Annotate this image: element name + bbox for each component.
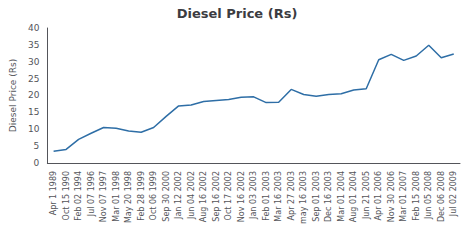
svg-text:Feb 28 1999: Feb 28 1999 — [137, 171, 146, 221]
svg-text:Feb 02 1994: Feb 02 1994 — [74, 171, 83, 221]
svg-text:Nov 07 1997: Nov 07 1997 — [99, 171, 108, 222]
svg-text:Dec 16 2003: Dec 16 2003 — [324, 171, 333, 222]
svg-text:Apr 27 2003: Apr 27 2003 — [287, 171, 296, 220]
svg-text:30: 30 — [28, 57, 40, 67]
svg-text:Dec 06 2008: Dec 06 2008 — [437, 171, 446, 222]
svg-text:Jan 03 2003: Jan 03 2003 — [249, 171, 258, 220]
svg-text:15: 15 — [28, 107, 39, 117]
svg-text:Aug 01 2004: Aug 01 2004 — [349, 171, 358, 222]
svg-text:Oct 15 1990: Oct 15 1990 — [62, 171, 71, 220]
svg-text:Feb 15 2008: Feb 15 2008 — [412, 171, 421, 221]
svg-text:0: 0 — [34, 158, 40, 168]
svg-text:Jun 04 2002: Jun 04 2002 — [187, 171, 196, 220]
svg-text:may 16 2003: may 16 2003 — [299, 171, 308, 224]
svg-text:Mar 01 2004: Mar 01 2004 — [337, 171, 346, 222]
svg-text:Mar 01 2007: Mar 01 2007 — [399, 171, 408, 222]
svg-text:Jul 07 1996: Jul 07 1996 — [87, 171, 96, 217]
svg-text:Diesel Price (Rs): Diesel Price (Rs) — [177, 6, 298, 21]
svg-text:20: 20 — [28, 90, 40, 100]
svg-text:10: 10 — [28, 124, 40, 134]
svg-text:Apr 1 1989: Apr 1 1989 — [49, 171, 58, 215]
svg-text:Sep 16 2002: Sep 16 2002 — [212, 171, 221, 222]
svg-text:Jan 12 2002: Jan 12 2002 — [174, 171, 183, 220]
svg-text:Diesel Price (Rs): Diesel Price (Rs) — [8, 59, 18, 132]
svg-text:Jun 21 2005: Jun 21 2005 — [362, 171, 371, 220]
svg-text:May 20 1998: May 20 1998 — [124, 171, 133, 223]
svg-text:Oct 17 2002: Oct 17 2002 — [224, 171, 233, 220]
svg-text:Aug 16 2002: Aug 16 2002 — [199, 171, 208, 222]
svg-text:Mar 01 1998: Mar 01 1998 — [112, 171, 121, 222]
svg-text:Sep 01 2003: Sep 01 2003 — [312, 171, 321, 222]
svg-text:35: 35 — [28, 40, 39, 50]
svg-text:Apr 01 2006: Apr 01 2006 — [374, 171, 383, 220]
svg-text:25: 25 — [28, 74, 39, 84]
svg-text:5: 5 — [34, 141, 40, 151]
svg-text:Feb 01 2003: Feb 01 2003 — [262, 171, 271, 221]
svg-text:40: 40 — [28, 23, 40, 33]
svg-text:Nov 30 2006: Nov 30 2006 — [387, 171, 396, 222]
svg-text:Mar 16 2003: Mar 16 2003 — [274, 171, 283, 222]
svg-text:Jun 05 2008: Jun 05 2008 — [424, 171, 433, 220]
svg-text:Oct 06 1999: Oct 06 1999 — [149, 171, 158, 220]
svg-text:Nov 16 2002: Nov 16 2002 — [237, 171, 246, 222]
svg-text:Sep 30 2000: Sep 30 2000 — [162, 171, 171, 222]
svg-text:Jul 02 2009: Jul 02 2009 — [449, 171, 458, 217]
